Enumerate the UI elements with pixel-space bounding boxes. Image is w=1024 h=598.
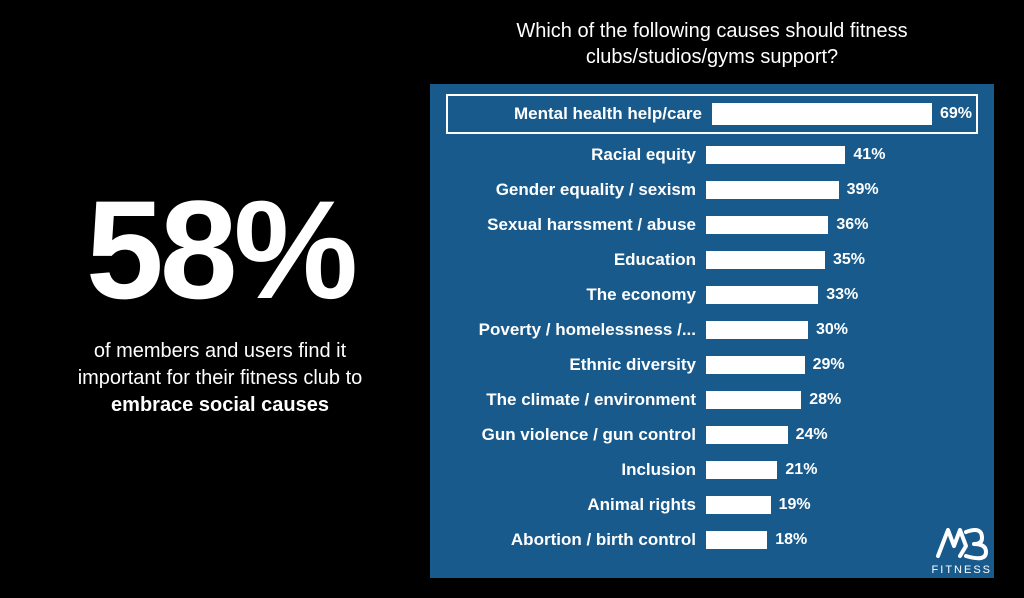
bar-fill xyxy=(706,321,808,339)
bar-area: 24% xyxy=(706,426,978,444)
bar-fill xyxy=(706,461,777,479)
bar-area: 35% xyxy=(706,251,978,269)
bar-area: 19% xyxy=(706,496,978,514)
chart-title: Which of the following causes should fit… xyxy=(430,18,994,70)
bar-label: Ethnic diversity xyxy=(446,355,706,375)
bar-label: Animal rights xyxy=(446,495,706,515)
chart-row: Abortion / birth control 18% xyxy=(446,526,978,554)
bar-area: 69% xyxy=(712,103,972,125)
bar-area: 36% xyxy=(706,216,978,234)
bar-value: 21% xyxy=(785,461,817,479)
bar-value: 18% xyxy=(775,531,807,549)
bar-label: Poverty / homelessness /... xyxy=(446,320,706,340)
chart-row: Inclusion 21% xyxy=(446,456,978,484)
bar-area: 29% xyxy=(706,356,978,374)
bar-fill xyxy=(706,286,818,304)
bar-value: 36% xyxy=(836,216,868,234)
bar-label: Gun violence / gun control xyxy=(446,425,706,445)
bar-label: Gender equality / sexism xyxy=(446,180,706,200)
bar-area: 39% xyxy=(706,181,978,199)
bar-label: The economy xyxy=(446,285,706,305)
bar-chart: Mental health help/care 69% Racial equity 4… xyxy=(430,84,994,578)
bar-value: 39% xyxy=(847,181,879,199)
chart-row: The economy 33% xyxy=(446,281,978,309)
logo-icon xyxy=(932,522,992,562)
chart-row: Sexual harssment / abuse 36% xyxy=(446,211,978,239)
bar-value: 28% xyxy=(809,391,841,409)
bar-fill xyxy=(706,251,825,269)
bar-label: Inclusion xyxy=(446,460,706,480)
bar-label: Racial equity xyxy=(446,145,706,165)
bar-fill xyxy=(706,216,828,234)
bar-area: 30% xyxy=(706,321,978,339)
bar-value: 69% xyxy=(940,105,972,123)
right-panel: Which of the following causes should fit… xyxy=(430,0,1024,598)
bar-fill xyxy=(706,531,767,549)
bar-value: 19% xyxy=(779,496,811,514)
bar-label: Education xyxy=(446,250,706,270)
bar-area: 41% xyxy=(706,146,978,164)
caption-pre: of members and users find it important f… xyxy=(78,340,363,389)
bar-value: 29% xyxy=(813,356,845,374)
headline-stat: 58% xyxy=(86,180,354,320)
chart-row: The climate / environment 28% xyxy=(446,386,978,414)
chart-row: Gun violence / gun control 24% xyxy=(446,421,978,449)
caption-bold: embrace social causes xyxy=(111,394,329,416)
left-panel: 58% of members and users find it importa… xyxy=(0,0,430,598)
chart-row: Gender equality / sexism 39% xyxy=(446,176,978,204)
bar-label: Abortion / birth control xyxy=(446,530,706,550)
chart-row: Ethnic diversity 29% xyxy=(446,351,978,379)
bar-area: 21% xyxy=(706,461,978,479)
chart-row: Education 35% xyxy=(446,246,978,274)
bar-value: 30% xyxy=(816,321,848,339)
bar-label: Mental health help/care xyxy=(452,104,712,124)
bar-value: 35% xyxy=(833,251,865,269)
bar-value: 33% xyxy=(826,286,858,304)
bar-label: Sexual harssment / abuse xyxy=(446,215,706,235)
brand-logo: FITNESS xyxy=(932,522,992,576)
bar-fill xyxy=(712,103,932,125)
chart-row: Racial equity 41% xyxy=(446,141,978,169)
bar-fill xyxy=(706,496,771,514)
infographic-container: 58% of members and users find it importa… xyxy=(0,0,1024,598)
headline-caption: of members and users find it important f… xyxy=(50,338,390,419)
bar-area: 33% xyxy=(706,286,978,304)
bar-area: 28% xyxy=(706,391,978,409)
bar-fill xyxy=(706,146,845,164)
bar-value: 24% xyxy=(796,426,828,444)
bar-fill xyxy=(706,356,805,374)
bar-fill xyxy=(706,426,788,444)
bar-value: 41% xyxy=(853,146,885,164)
bar-fill xyxy=(706,391,801,409)
bar-label: The climate / environment xyxy=(446,390,706,410)
chart-row: Poverty / homelessness /... 30% xyxy=(446,316,978,344)
chart-row: Animal rights 19% xyxy=(446,491,978,519)
bar-fill xyxy=(706,181,839,199)
chart-row: Mental health help/care 69% xyxy=(446,94,978,134)
brand-subtext: FITNESS xyxy=(932,564,992,576)
